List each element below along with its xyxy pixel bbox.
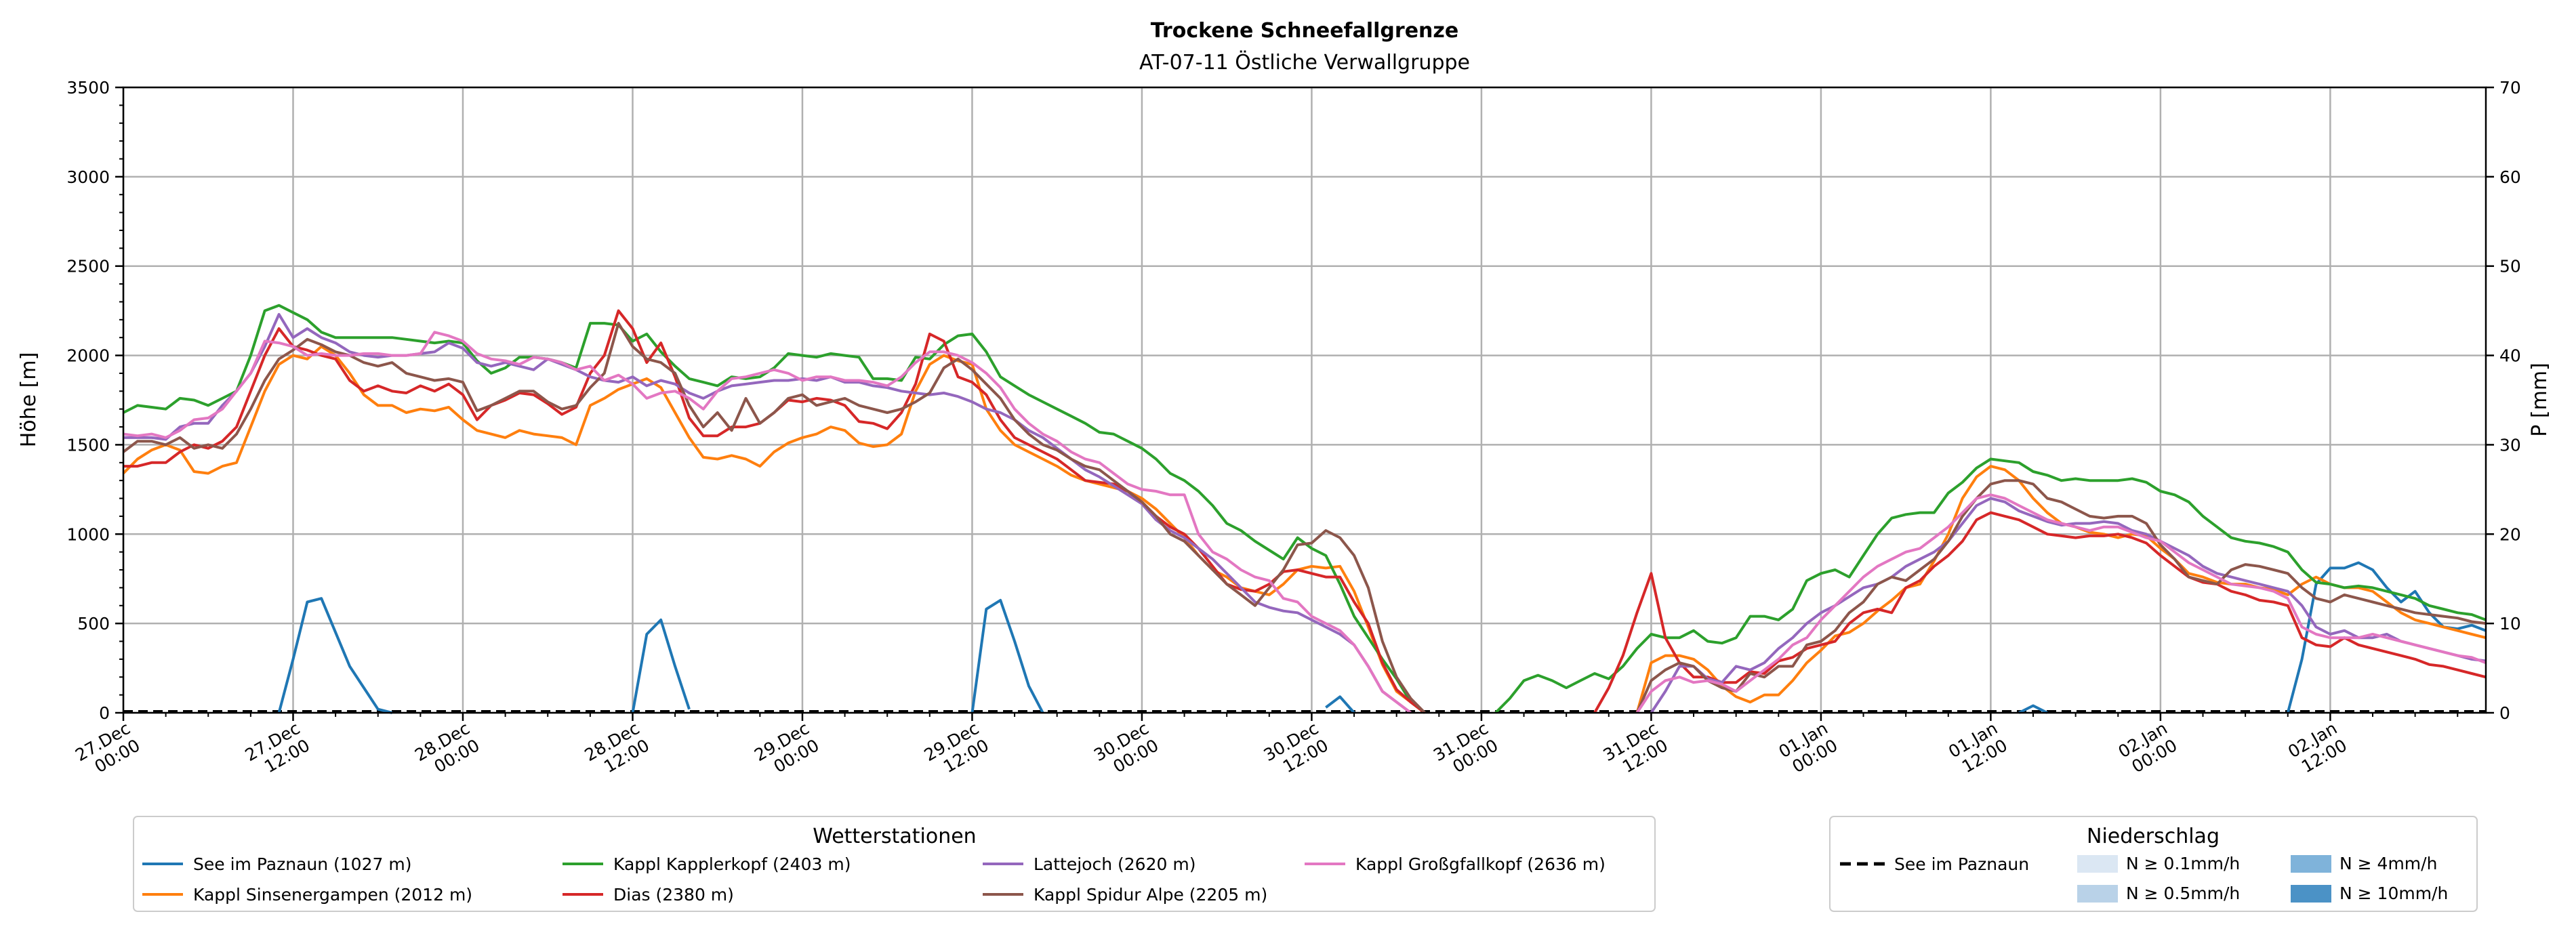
legend-label-4: Lattejoch (2620 m) bbox=[1034, 854, 1195, 874]
y-tick-label: 500 bbox=[77, 614, 110, 634]
series-line-2 bbox=[123, 304, 2487, 714]
y2-tick-label: 20 bbox=[2499, 524, 2521, 544]
precip-swatch-label-1: N ≥ 0.5mm/h bbox=[2126, 884, 2240, 903]
y2-axis-title: P [mm] bbox=[2528, 362, 2552, 436]
y-axis-title: Höhe [m] bbox=[17, 352, 41, 448]
legend-label-6: Kappl Großgfallkopf (2636 m) bbox=[1355, 854, 1606, 874]
legend-label-2: Kappl Kapplerkopf (2403 m) bbox=[613, 854, 851, 874]
series-line-5 bbox=[122, 322, 2487, 714]
chart-subtitle: AT-07-11 Östliche Verwallgruppe bbox=[1139, 50, 1470, 75]
stations-legend-title: Wetterstationen bbox=[813, 825, 976, 848]
legend-label-3: Dias (2380 m) bbox=[613, 885, 734, 905]
precip-swatch-label-2: N ≥ 4mm/h bbox=[2339, 854, 2437, 873]
y2-tick-label: 40 bbox=[2499, 346, 2521, 366]
y-tick-label: 1500 bbox=[66, 435, 110, 455]
y-tick-label: 3500 bbox=[66, 78, 110, 98]
precip-legend-line-label: See im Paznaun bbox=[1894, 854, 2029, 874]
series-line-0 bbox=[277, 561, 2487, 714]
precip-legend: Niederschlag See im Paznaun N ≥ 0.1mm/h N… bbox=[1829, 816, 2478, 912]
precip-swatch-0 bbox=[2077, 855, 2118, 873]
legend-label-0: See im Paznaun (1027 m) bbox=[193, 854, 411, 874]
stations-legend-frame bbox=[133, 816, 1656, 912]
grid bbox=[122, 86, 2486, 714]
y-tick-label: 2500 bbox=[66, 257, 110, 276]
series-lines bbox=[122, 304, 2487, 714]
y2-tick-label: 50 bbox=[2499, 257, 2521, 276]
y2-tick-label: 10 bbox=[2499, 614, 2521, 634]
y2-tick-label: 30 bbox=[2499, 435, 2521, 455]
y2-axis-ticks: 0 10 20 30 40 50 60 70 bbox=[2486, 78, 2521, 723]
chart-title: Trockene Schneefallgrenze bbox=[1151, 19, 1458, 43]
precip-swatch-1 bbox=[2077, 885, 2118, 903]
precip-swatch-3 bbox=[2291, 885, 2331, 903]
precip-swatch-2 bbox=[2291, 855, 2331, 873]
legend-label-5: Kappl Spidur Alpe (2205 m) bbox=[1034, 885, 1267, 905]
series-line-4 bbox=[123, 312, 2487, 714]
y2-tick-label: 60 bbox=[2499, 167, 2521, 187]
y-tick-label: 3000 bbox=[66, 167, 110, 187]
series-line-3 bbox=[123, 309, 2487, 714]
y-axis-ticks: 0 500 1000 1500 2000 2500 3000 3500 bbox=[66, 78, 123, 723]
precip-legend-title: Niederschlag bbox=[2087, 825, 2220, 848]
plot-frame bbox=[122, 86, 2487, 714]
precip-swatch-label-3: N ≥ 10mm/h bbox=[2339, 884, 2448, 903]
y-tick-label: 2000 bbox=[66, 346, 110, 366]
y-tick-label: 1000 bbox=[66, 524, 110, 544]
y-tick-label: 0 bbox=[99, 703, 110, 723]
legend-label-1: Kappl Sinsenergampen (2012 m) bbox=[193, 885, 472, 905]
stations-legend: Wetterstationen See im Paznaun (1027 m) K… bbox=[133, 816, 1656, 912]
series-line-6 bbox=[123, 331, 2487, 714]
y2-tick-label: 0 bbox=[2499, 703, 2510, 723]
precip-swatch-label-0: N ≥ 0.1mm/h bbox=[2126, 854, 2240, 873]
y2-tick-label: 70 bbox=[2499, 78, 2521, 98]
